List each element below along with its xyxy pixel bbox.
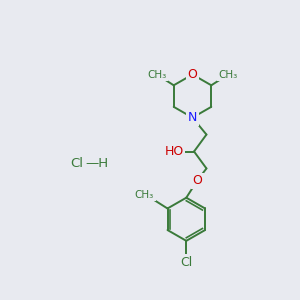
Text: —H: —H (85, 157, 109, 169)
Text: Cl: Cl (180, 256, 192, 269)
Text: N: N (188, 111, 197, 124)
Text: Cl: Cl (70, 157, 83, 169)
Text: CH₃: CH₃ (147, 70, 166, 80)
Text: CH₃: CH₃ (135, 190, 154, 200)
Text: CH₃: CH₃ (219, 70, 238, 80)
Text: HO: HO (164, 145, 184, 158)
Text: O: O (192, 174, 202, 187)
Text: O: O (188, 68, 197, 81)
